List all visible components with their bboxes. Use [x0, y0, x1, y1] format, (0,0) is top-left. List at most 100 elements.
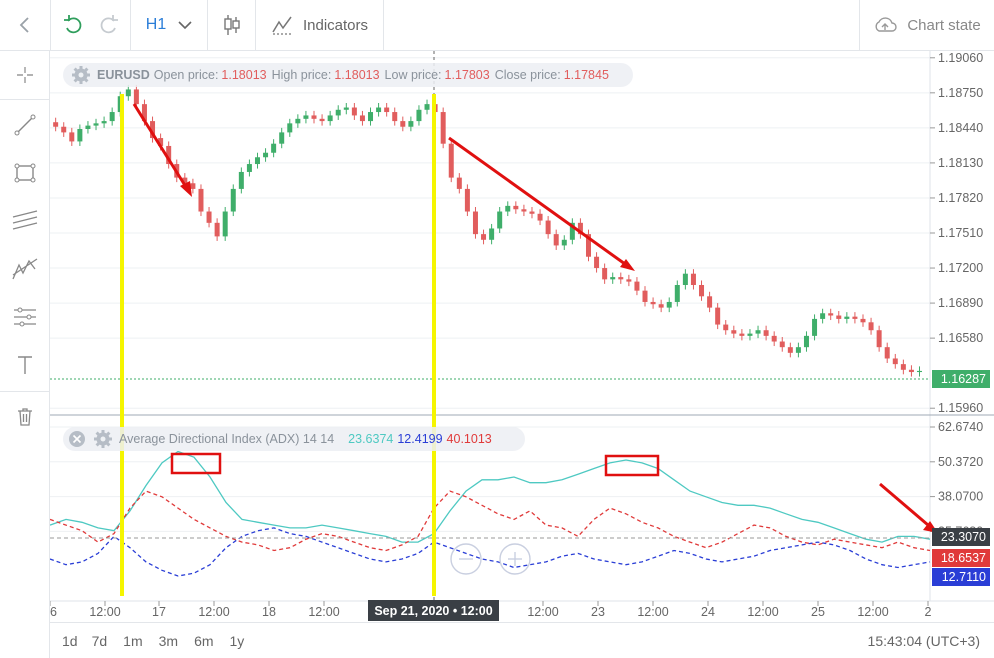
candle-body — [594, 256, 600, 269]
candle-body — [133, 89, 139, 105]
price-tick-label: 1.15960 — [938, 401, 983, 415]
candle-body — [141, 104, 147, 122]
crosshair-tool[interactable] — [0, 51, 50, 99]
candle-body — [392, 112, 398, 122]
time-tick-label: 12:00 — [857, 605, 888, 619]
candle-body — [481, 234, 487, 240]
chart-state-button[interactable]: Chart state — [859, 0, 994, 50]
line-icon — [14, 114, 36, 136]
plus-di-value: 12.4199 — [397, 432, 443, 446]
chart-area[interactable]: 1.19060 1.18750 1.18440 1.18130 1.17820 1.175… — [50, 51, 994, 622]
rectangle-icon — [14, 163, 36, 183]
candle-body — [424, 104, 430, 110]
channel-tool[interactable] — [0, 197, 50, 245]
candle-body — [860, 318, 866, 323]
candle-body — [214, 222, 220, 237]
candle-body — [230, 188, 236, 212]
candle-body — [206, 211, 212, 223]
time-tick-label: 12:00 — [637, 605, 668, 619]
candle-body — [577, 222, 583, 235]
adx-series-line-ADX — [50, 450, 931, 543]
close-value: 1.17845 — [563, 68, 609, 82]
range-1y[interactable]: 1y — [229, 632, 245, 649]
text-tool[interactable] — [0, 341, 50, 389]
zoom-out-button[interactable] — [450, 543, 482, 575]
candle-body — [351, 107, 357, 116]
candle-body — [384, 107, 390, 113]
chart-type-button[interactable] — [208, 0, 256, 50]
indicators-button[interactable]: Indicators — [256, 0, 384, 50]
drawing-tools-sidebar — [0, 51, 50, 658]
time-tick-label: 12:00 — [198, 605, 229, 619]
chevron-left-icon — [19, 17, 29, 33]
trendline-tool[interactable] — [0, 101, 50, 149]
candle-body — [650, 301, 656, 305]
time-tick-label: 25 — [811, 605, 825, 619]
candle-body — [408, 121, 414, 127]
candle-body — [400, 121, 406, 127]
fibonacci-tool[interactable] — [0, 293, 50, 341]
candle-body — [263, 152, 269, 158]
timeframe-value: H1 — [145, 16, 167, 33]
candle-body — [279, 132, 285, 144]
adx-name: Average Directional Index (ADX) 14 14 — [119, 432, 335, 446]
candle-body — [569, 222, 575, 240]
text-icon — [18, 356, 32, 374]
candle-body — [343, 107, 349, 110]
time-tick-label: 24 — [701, 605, 715, 619]
close-icon[interactable] — [67, 429, 87, 449]
candle-body — [715, 307, 721, 325]
candle-body — [545, 220, 551, 235]
time-tick-label: 12:00 — [308, 605, 339, 619]
candle-body — [125, 89, 131, 97]
candle-body — [190, 183, 196, 189]
range-1m[interactable]: 1m — [123, 632, 143, 649]
pattern-tool[interactable] — [0, 245, 50, 293]
low-label: Low price: — [384, 68, 442, 82]
candle-body — [828, 313, 834, 316]
range-1d[interactable]: 1d — [62, 632, 78, 649]
candle-body — [795, 347, 801, 353]
range-7d[interactable]: 7d — [91, 632, 108, 649]
candle-body — [85, 125, 91, 129]
undo-icon[interactable] — [62, 14, 84, 36]
timeframe-select[interactable]: H1 — [131, 0, 208, 50]
back-button[interactable] — [0, 0, 51, 50]
range-3m[interactable]: 3m — [158, 632, 179, 649]
candle-body — [448, 143, 454, 178]
candle-body — [682, 273, 688, 285]
candle-body — [416, 109, 422, 122]
low-value: 1.17803 — [444, 68, 490, 82]
candle-body — [610, 277, 616, 280]
crosshair-icon — [17, 67, 33, 83]
rectangle-tool[interactable] — [0, 149, 50, 197]
candle-body — [319, 118, 325, 122]
candle-body — [464, 188, 470, 212]
red-highlight-box-2 — [604, 454, 660, 477]
channel-icon — [12, 210, 38, 230]
price-tick-label: 1.17820 — [938, 191, 983, 205]
chart-canvas[interactable]: 1.19060 1.18750 1.18440 1.18130 1.17820 1.175… — [50, 51, 994, 622]
candle-body — [101, 121, 107, 124]
candle-body — [666, 301, 672, 308]
indicators-icon — [272, 16, 292, 35]
candle-body — [537, 213, 543, 221]
candle-body — [311, 115, 317, 119]
red-arrow-3 — [879, 482, 938, 533]
candle-body — [868, 322, 874, 331]
gear-icon[interactable] — [93, 429, 113, 449]
candle-body — [699, 285, 705, 297]
gear-icon[interactable] — [71, 65, 91, 85]
candle-body — [472, 211, 478, 235]
minus-di-value: 40.1013 — [446, 432, 492, 446]
candlestick-series — [53, 84, 923, 377]
delete-drawings-button[interactable] — [0, 393, 50, 441]
candle-body — [287, 123, 293, 133]
price-legend: EURUSD Open price: 1.18013 High price: 1… — [63, 63, 633, 87]
candle-body — [803, 335, 809, 348]
candle-body — [295, 118, 301, 124]
range-6m[interactable]: 6m — [194, 632, 214, 649]
zoom-in-button[interactable] — [499, 543, 531, 575]
redo-icon[interactable] — [98, 14, 120, 36]
